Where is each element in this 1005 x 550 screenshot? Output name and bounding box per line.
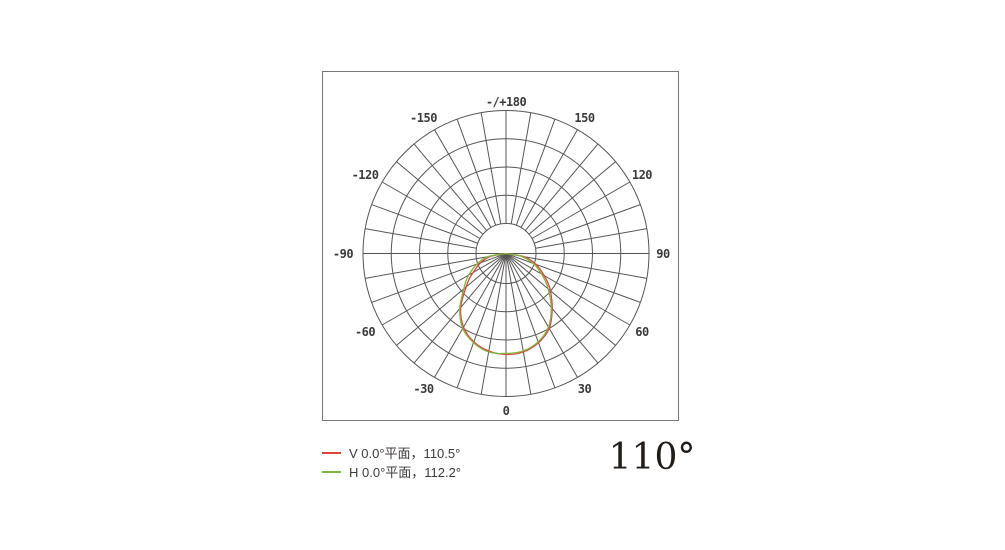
grid-spoke	[531, 181, 631, 239]
grid-spoke	[505, 253, 532, 395]
grid-spoke	[505, 253, 578, 378]
legend-label: V 0.0°平面，110.5°	[349, 446, 461, 461]
legend-item: H 0.0°平面，112.2°	[322, 462, 461, 481]
grid-spoke	[371, 204, 478, 244]
angle-label--150: -150	[410, 110, 437, 125]
grid-spoke	[505, 253, 616, 346]
grid-spoke	[365, 253, 507, 279]
angle-label-90: 90	[656, 246, 670, 261]
angle-label-150: 150	[574, 110, 595, 125]
angle-label-60: 60	[635, 325, 649, 339]
grid-spoke	[534, 204, 641, 244]
grid-spoke	[371, 253, 507, 303]
angle-label-0: 0	[502, 403, 510, 418]
grid-spoke	[480, 112, 502, 225]
grid-spoke	[505, 253, 647, 279]
grid-spoke	[480, 253, 507, 395]
grid-spoke	[456, 253, 507, 389]
legend: V 0.0°平面，110.5° H 0.0°平面，112.2°	[322, 443, 461, 481]
legend-item: V 0.0°平面，110.5°	[322, 443, 461, 462]
grid-spoke	[434, 253, 507, 378]
angle-label--180: -/+180	[485, 94, 527, 109]
h-plane-legend-line-icon	[322, 470, 341, 473]
grid-spoke	[515, 118, 556, 226]
angle-label--30: -30	[413, 382, 434, 397]
angle-label--60: -60	[354, 325, 376, 339]
grid-spoke	[413, 143, 488, 231]
angle-label--120: -120	[351, 168, 379, 182]
grid-spoke	[505, 253, 556, 389]
beam-angle-value: 110°	[608, 437, 696, 478]
grid-spoke	[381, 253, 507, 326]
legend-label: H 0.0°平面，112.2°	[349, 465, 462, 480]
grid-spoke	[396, 161, 484, 235]
angle-label-30: 30	[577, 382, 592, 397]
grid-spoke	[365, 228, 477, 249]
v-plane-legend-line-icon	[322, 451, 341, 454]
polar-chart-frame: 0 30 60 90 120 150 -/+180 -150 -120 -90 -60 -30	[322, 71, 679, 421]
angle-label--90: -90	[332, 246, 354, 261]
angle-label-120: 120	[631, 168, 653, 182]
grid-spoke	[434, 129, 492, 228]
polar-grid	[362, 110, 650, 397]
polar-chart	[362, 110, 650, 397]
grid-spoke	[505, 253, 631, 326]
grid-spoke	[396, 253, 507, 346]
grid-spoke	[510, 112, 532, 225]
grid-spoke	[520, 129, 578, 228]
grid-spoke	[456, 118, 497, 226]
series-curve-v-plane	[459, 252, 553, 356]
grid-spoke	[381, 181, 481, 239]
grid-spoke	[524, 143, 599, 231]
grid-spoke	[528, 161, 616, 235]
series-curve-h-plane	[459, 252, 552, 355]
grid-spoke	[535, 228, 647, 249]
grid-spoke	[505, 253, 641, 303]
